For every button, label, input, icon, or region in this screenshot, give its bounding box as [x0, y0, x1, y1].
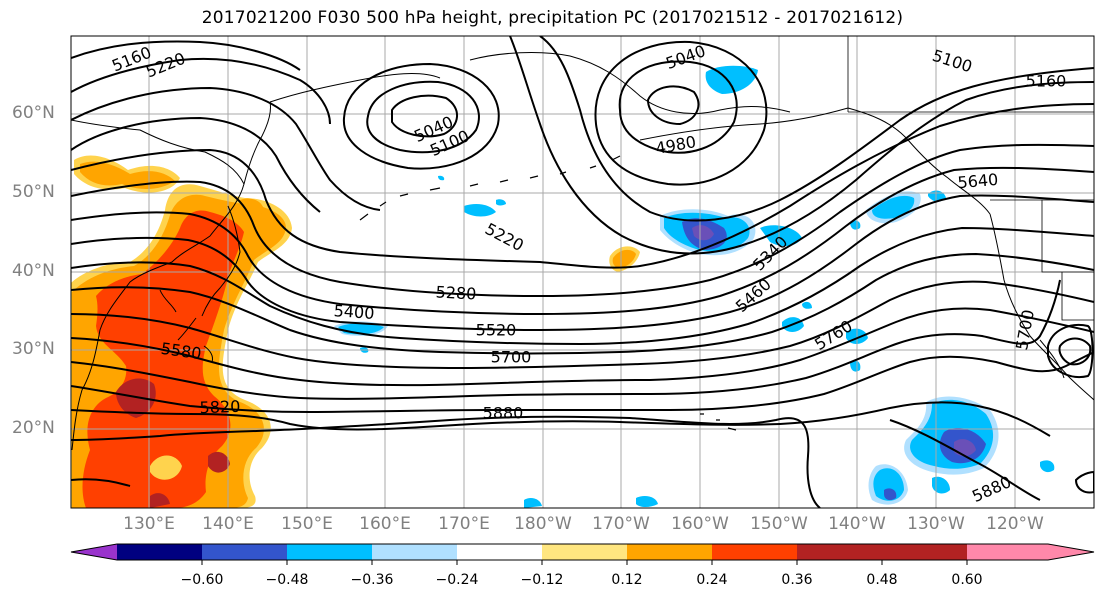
lon-label: 140°W: [828, 514, 886, 534]
contour-label: 5880: [483, 404, 524, 423]
colorbar-tick-label: −0.36: [350, 572, 394, 588]
height-contours: [71, 36, 1094, 508]
colorbar-tick-label: 0.48: [866, 572, 898, 588]
map-title: 2017021200 F030 500 hPa height, precipit…: [201, 8, 904, 28]
colorbar-max-extension: [1048, 544, 1094, 560]
lat-label-60n: 60°N: [12, 103, 55, 123]
lat-label-40n: 40°N: [12, 261, 55, 281]
colorbar-segment: [117, 544, 202, 560]
colorbar-tick-label: 0.12: [611, 572, 643, 588]
coastlines: [71, 36, 1094, 451]
contour-label: 5400: [333, 301, 375, 323]
lon-label: 140°E: [202, 514, 254, 534]
colorbar-ticks: [201, 560, 968, 565]
contour-label: 5700: [491, 348, 532, 367]
colorbar-tick-label: −0.24: [435, 572, 479, 588]
contour-label: 5820: [199, 397, 240, 417]
lat-label-30n: 30°N: [12, 339, 55, 359]
lat-label-20n: 20°N: [12, 418, 55, 438]
colorbar-tick-label: −0.12: [520, 572, 564, 588]
lon-label: 130°W: [907, 514, 965, 534]
colorbar-tick-label: −0.48: [265, 572, 309, 588]
precip-negative: [334, 65, 1055, 508]
contour-label: 5520: [476, 321, 517, 340]
graticule: [71, 36, 1094, 508]
colorbar-tick-label: 0.60: [951, 572, 983, 588]
lon-label: 120°W: [986, 514, 1044, 534]
precip-positive-pacific: [609, 246, 640, 272]
colorbar: [70, 543, 1095, 565]
colorbar-segment: [542, 544, 627, 560]
lon-label: 170°E: [438, 514, 490, 534]
colorbar-segment: [882, 544, 967, 560]
lon-label: 150°W: [750, 514, 808, 534]
lon-label: 160°W: [671, 514, 729, 534]
lon-label: 150°E: [281, 514, 333, 534]
colorbar-segment: [202, 544, 287, 560]
colorbar-outline: [70, 543, 1095, 561]
colorbar-tick-label: 0.36: [781, 572, 813, 588]
map-area: 5160 5220 5040 5100 5040 5100 5160 4980 …: [71, 36, 1094, 508]
colorbar-segment: [457, 544, 542, 560]
lon-label: 130°E: [123, 514, 175, 534]
colorbar-tick-label: 0.24: [696, 572, 728, 588]
contour-label: 5160: [1026, 72, 1067, 91]
colorbar-segment: [287, 544, 372, 560]
colorbar-segment: [372, 544, 457, 560]
lon-label: 180°W: [514, 514, 572, 534]
colorbar-min-extension: [71, 544, 117, 560]
colorbar-tick-label: −0.60: [180, 572, 224, 588]
contour-label: 5640: [957, 170, 999, 192]
colorbar-segment: [627, 544, 712, 560]
contour-label: 5280: [435, 282, 477, 303]
lon-label: 160°E: [359, 514, 411, 534]
colorbar-segment: [712, 544, 797, 560]
lon-label: 170°W: [592, 514, 650, 534]
lat-label-50n: 50°N: [12, 182, 55, 202]
colorbar-segment: [797, 544, 882, 560]
map-frame: [70, 35, 1095, 509]
